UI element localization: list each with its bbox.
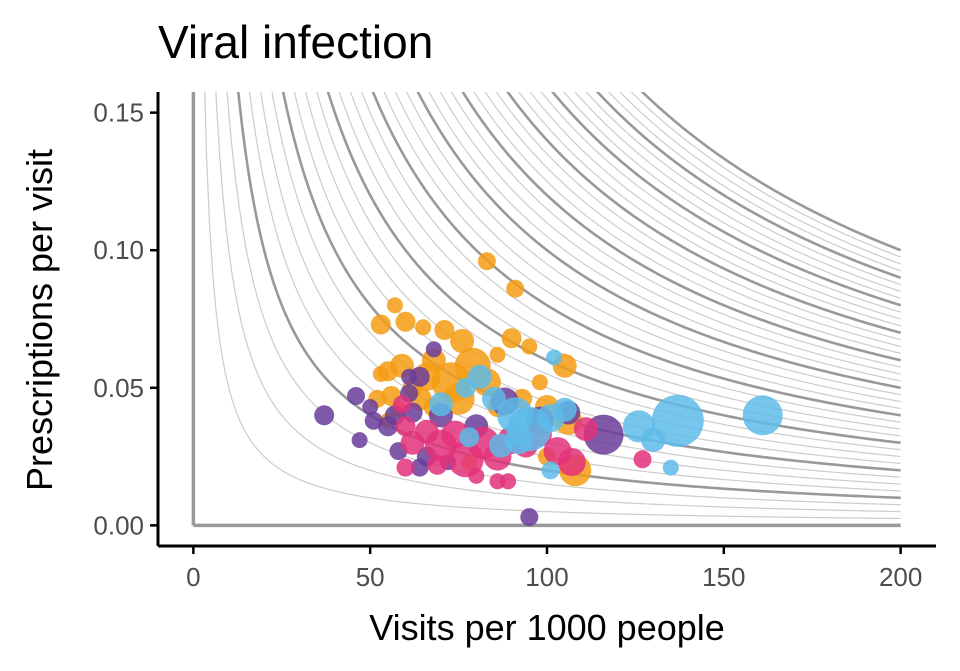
y-tick-label: 0.15 xyxy=(93,98,144,128)
isoline-light xyxy=(215,92,901,513)
isoline-light xyxy=(293,92,901,465)
data-point-purple xyxy=(362,399,379,415)
data-point-blue xyxy=(651,394,704,447)
data-point-pink xyxy=(500,473,517,490)
data-point-orange xyxy=(395,311,416,332)
isoline-light xyxy=(484,92,901,348)
data-point-pink xyxy=(393,395,411,414)
isoline-dark xyxy=(550,92,902,307)
isoline-light xyxy=(518,92,901,327)
data-point-pink xyxy=(427,454,448,475)
x-axis-title: Visits per 1000 people xyxy=(369,607,725,648)
data-point-purple xyxy=(401,368,418,385)
x-tick-label: 50 xyxy=(356,562,385,592)
data-point-orange xyxy=(501,328,522,349)
isoline-dark xyxy=(640,92,902,252)
data-point-blue xyxy=(459,427,480,448)
isoline-light xyxy=(361,92,901,423)
isoline-light xyxy=(305,92,901,458)
data-point-orange xyxy=(489,346,506,363)
isoline-light xyxy=(226,92,901,506)
isoline-light xyxy=(428,92,901,382)
y-tick-label: 0.00 xyxy=(93,510,144,540)
chart-title: Viral infection xyxy=(158,16,433,68)
x-tick-label: 0 xyxy=(186,562,200,592)
data-point-blue xyxy=(541,461,560,480)
data-point-purple xyxy=(351,432,368,449)
isoline-light xyxy=(495,92,901,341)
isoline-light xyxy=(473,92,901,354)
isoline-light xyxy=(630,92,901,258)
data-point-pink xyxy=(573,417,598,442)
isoline-light xyxy=(394,92,901,403)
y-axis-title: Prescriptions per visit xyxy=(19,149,60,491)
isoline-light xyxy=(529,92,901,320)
data-point-orange xyxy=(521,338,538,355)
data-point-blue xyxy=(546,349,563,366)
isoline-light xyxy=(585,92,901,286)
data-point-orange xyxy=(434,320,455,340)
isoline-light xyxy=(338,92,901,437)
data-point-pink xyxy=(468,467,485,484)
data-point-orange xyxy=(477,252,496,271)
data-point-blue xyxy=(552,397,577,422)
data-point-orange xyxy=(372,366,389,382)
y-tick-label: 0.05 xyxy=(93,373,144,403)
isoline-dark xyxy=(326,92,901,445)
data-point-orange xyxy=(386,297,403,314)
data-point-orange xyxy=(415,319,432,336)
data-point-blue xyxy=(662,459,679,476)
isoline-light xyxy=(450,92,901,368)
data-point-orange xyxy=(506,279,525,298)
data-point-blue xyxy=(489,433,513,458)
data-point-pink xyxy=(557,448,586,477)
data-point-orange xyxy=(370,314,391,335)
isoline-light xyxy=(349,92,901,430)
isoline-light xyxy=(204,92,901,520)
x-tick-label: 200 xyxy=(879,562,922,592)
data-point-purple xyxy=(347,387,365,405)
isoline-light xyxy=(619,92,901,265)
isoline-dark xyxy=(461,92,901,362)
y-axis-ticks: 0.00 0.05 0.10 0.15 xyxy=(93,98,158,540)
x-axis-ticks: 0 50 100 150 200 xyxy=(186,546,922,592)
data-point-purple xyxy=(520,508,539,527)
data-point-purple xyxy=(410,458,429,477)
data-point-blue xyxy=(428,392,453,417)
isoline-dark xyxy=(595,92,902,279)
y-tick-label: 0.10 xyxy=(93,235,144,265)
data-point-blue xyxy=(482,386,506,411)
data-point-pink xyxy=(633,450,652,469)
isoline-light xyxy=(439,92,901,375)
isoline-light xyxy=(607,92,901,272)
data-point-orange xyxy=(450,329,475,353)
x-tick-label: 150 xyxy=(702,562,745,592)
isoline-dark xyxy=(416,92,901,390)
data-point-pink xyxy=(396,458,415,477)
isoline-dark xyxy=(506,92,901,335)
isoline-light xyxy=(574,92,901,293)
x-tick-label: 100 xyxy=(525,562,568,592)
isoline-light xyxy=(406,92,901,396)
isoline-light xyxy=(540,92,901,313)
data-point-blue xyxy=(455,377,476,398)
isoline-light xyxy=(271,92,901,478)
data-point-purple xyxy=(314,405,335,426)
data-point-blue xyxy=(742,395,783,436)
isoline-light xyxy=(316,92,901,451)
data-point-orange xyxy=(531,374,548,391)
isoline-dark xyxy=(371,92,901,417)
isoline-light xyxy=(383,92,901,410)
data-points xyxy=(314,252,783,527)
data-point-purple xyxy=(425,341,442,358)
isoline-light xyxy=(563,92,901,299)
